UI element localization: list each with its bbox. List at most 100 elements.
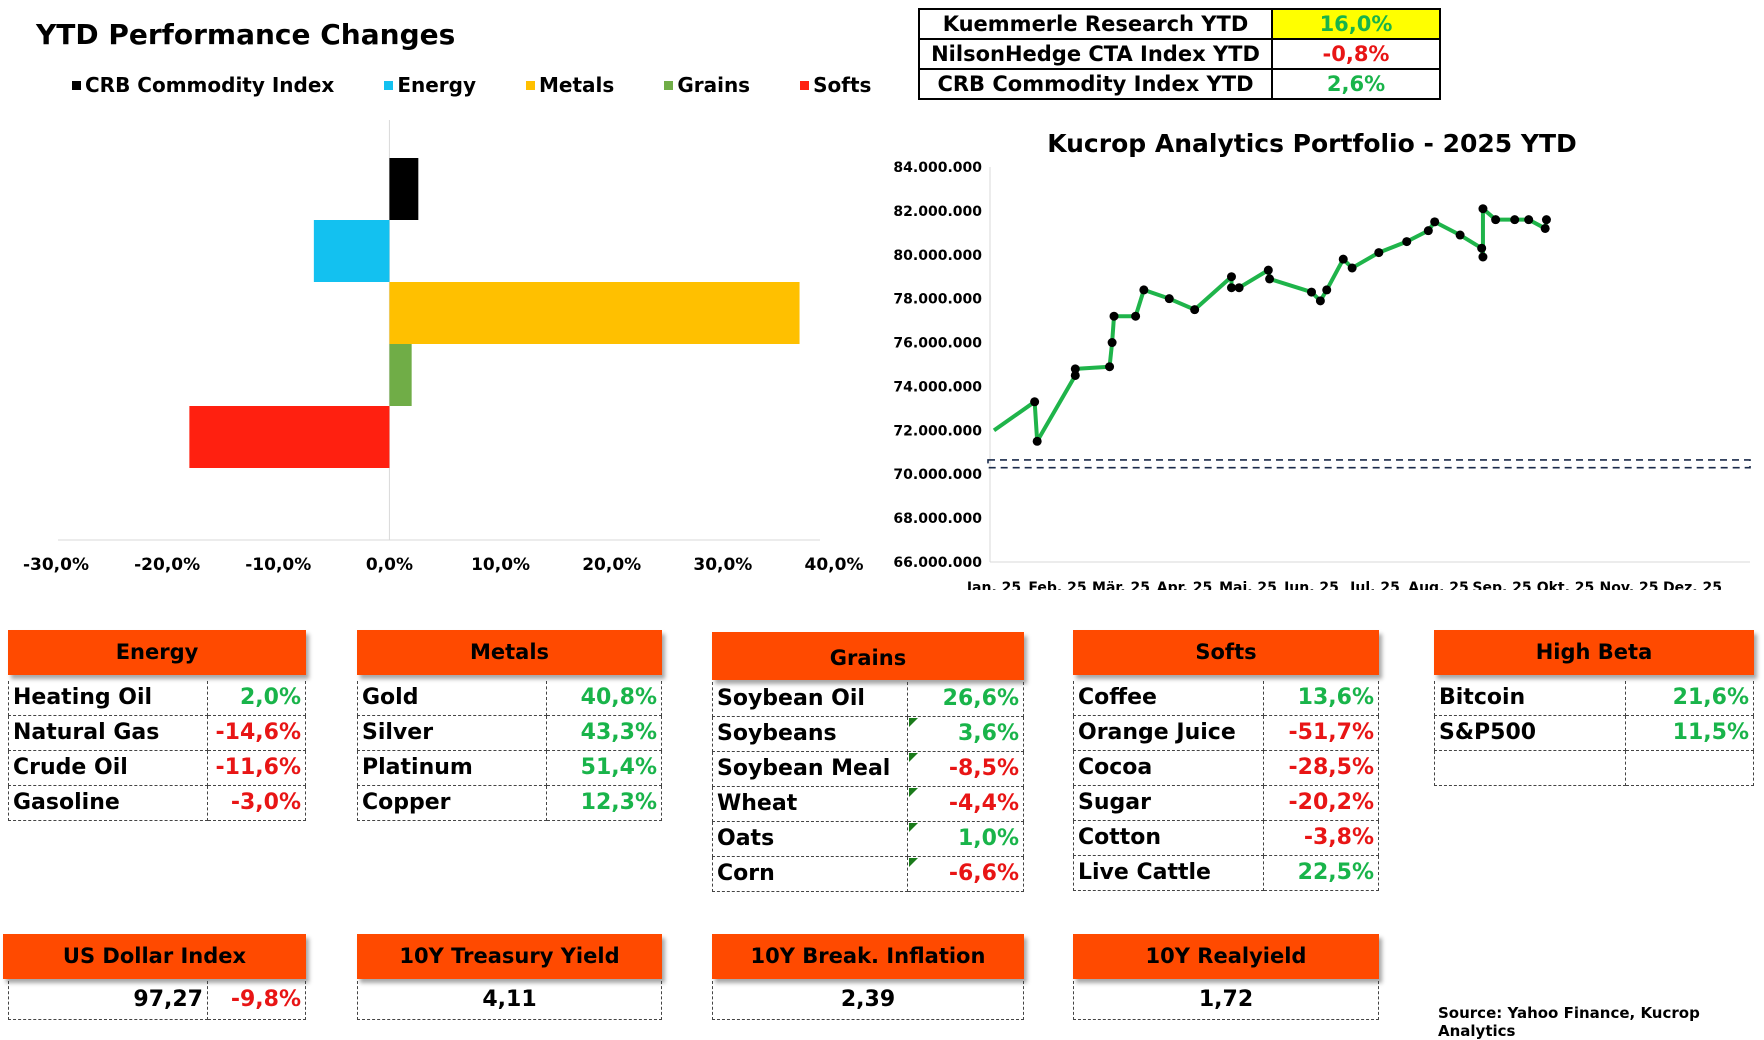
row-value: 11,5% bbox=[1625, 715, 1754, 751]
table-row: Silver 43,3% bbox=[357, 715, 662, 751]
bar-crb-commodity-index bbox=[389, 158, 419, 220]
data-point bbox=[1478, 204, 1488, 214]
softs-panel: Softs Coffee 13,6% Orange Juice -51,7% Coc… bbox=[1073, 630, 1379, 891]
x-tick-label: -30,0% bbox=[23, 555, 89, 575]
row-value bbox=[1625, 750, 1754, 786]
table-row: Live Cattle 22,5% bbox=[1073, 855, 1379, 891]
energy-header: Energy bbox=[8, 630, 306, 675]
row-value-text: 1,0% bbox=[957, 826, 1019, 851]
table-row: 2,39 bbox=[712, 981, 1024, 1020]
data-point bbox=[1491, 215, 1501, 225]
summary-row: Kuemmerle Research YTD 16,0% bbox=[918, 8, 1441, 40]
legend-swatch-metals bbox=[526, 80, 536, 90]
grains-header: Grains bbox=[712, 632, 1024, 680]
data-point bbox=[1070, 364, 1080, 374]
data-point bbox=[1455, 230, 1465, 240]
row-name: Copper bbox=[357, 785, 547, 821]
comment-marker-icon bbox=[909, 858, 918, 867]
legend-item-softs: Softs bbox=[800, 73, 871, 97]
x-tick-label: -10,0% bbox=[245, 555, 311, 575]
metals-header: Metals bbox=[357, 630, 662, 675]
summary-label: Kuemmerle Research YTD bbox=[918, 8, 1273, 40]
table-row: 4,11 bbox=[357, 981, 662, 1020]
source-note: Source: Yahoo Finance, Kucrop Analytics bbox=[1438, 1004, 1700, 1040]
indicator-value: 2,39 bbox=[712, 981, 1024, 1020]
data-point bbox=[1478, 252, 1488, 262]
row-value: 40,8% bbox=[546, 681, 662, 716]
row-value: 43,3% bbox=[546, 715, 662, 751]
ytd-bar-chart: -30,0% -20,0% -10,0% 0,0% 10,0% 20,0% 30,0% 40,… bbox=[23, 120, 864, 575]
summary-value: 2,6% bbox=[1271, 68, 1441, 100]
treasury-yield-table: 4,11 bbox=[357, 981, 662, 1020]
table-row: Gold 40,8% bbox=[357, 681, 662, 716]
high-beta-panel: High Beta Bitcoin 21,6% S&P500 11,5% bbox=[1434, 630, 1754, 786]
row-name: Gasoline bbox=[8, 785, 208, 821]
data-point bbox=[1477, 243, 1487, 253]
us-dollar-index-panel: US Dollar Index 97,27 -9,8% bbox=[3, 934, 306, 1020]
data-point bbox=[1109, 311, 1119, 321]
row-name: Cotton bbox=[1073, 820, 1264, 856]
bar-energy bbox=[313, 220, 390, 282]
legend-swatch-energy bbox=[384, 80, 394, 90]
us-dollar-index-header: US Dollar Index bbox=[3, 934, 306, 979]
bar-chart-title: YTD Performance Changes bbox=[36, 18, 456, 51]
indicator-value: 97,27 bbox=[8, 981, 208, 1020]
breakeven-inflation-panel: 10Y Break. Inflation 2,39 bbox=[712, 934, 1024, 1020]
breakeven-inflation-header: 10Y Break. Inflation bbox=[712, 934, 1024, 979]
row-value: 3,6% bbox=[907, 716, 1024, 752]
x-tick-label: 20,0% bbox=[582, 555, 641, 575]
comment-marker-icon bbox=[909, 788, 918, 797]
legend-label-grains: Grains bbox=[677, 73, 751, 97]
data-point bbox=[1374, 248, 1384, 258]
metals-panel: Metals Gold 40,8% Silver 43,3% Platinum 51,… bbox=[357, 630, 662, 821]
table-row bbox=[1434, 750, 1754, 786]
x-tick-label: Mär. 25 bbox=[1092, 580, 1150, 590]
table-row: Crude Oil -11,6% bbox=[8, 750, 306, 786]
legend-label-metals: Metals bbox=[539, 73, 615, 97]
legend-item-energy: Energy bbox=[384, 73, 476, 97]
y-tick-label: 80.000.000 bbox=[893, 248, 982, 264]
row-name: Natural Gas bbox=[8, 715, 208, 751]
data-point bbox=[1347, 263, 1357, 273]
row-name: Platinum bbox=[357, 750, 547, 786]
legend-swatch-grains bbox=[664, 80, 674, 90]
legend-swatch-softs bbox=[800, 80, 810, 90]
row-name: Soybean Oil bbox=[712, 682, 908, 717]
x-tick-label: Aug. 25 bbox=[1408, 580, 1469, 590]
row-name: Cocoa bbox=[1073, 750, 1264, 786]
x-tick-label: 40,0% bbox=[805, 555, 864, 575]
data-point bbox=[1190, 305, 1200, 315]
data-point bbox=[1430, 217, 1440, 227]
row-value: 22,5% bbox=[1263, 855, 1379, 891]
row-name: Crude Oil bbox=[8, 750, 208, 786]
y-tick-label: 66.000.000 bbox=[893, 555, 982, 571]
data-point bbox=[1423, 226, 1433, 236]
row-value: -51,7% bbox=[1263, 715, 1379, 751]
legend-swatch-crb bbox=[72, 80, 81, 90]
row-value-text: -8,5% bbox=[948, 756, 1019, 781]
y-tick-label: 68.000.000 bbox=[893, 511, 982, 527]
energy-panel: Energy Heating Oil 2,0% Natural Gas -14,6%… bbox=[8, 630, 306, 821]
table-row: 97,27 -9,8% bbox=[8, 981, 306, 1020]
row-value-text: 3,6% bbox=[957, 721, 1019, 746]
legend-item-metals: Metals bbox=[526, 73, 614, 97]
x-tick-label: Dez. 25 bbox=[1663, 580, 1722, 590]
table-row: Oats 1,0% bbox=[712, 821, 1024, 857]
data-point bbox=[1226, 272, 1236, 282]
data-point bbox=[1139, 285, 1149, 295]
x-tick-label: Apr. 25 bbox=[1157, 580, 1212, 590]
legend-label-softs: Softs bbox=[813, 73, 872, 97]
table-row: Copper 12,3% bbox=[357, 785, 662, 821]
data-point bbox=[1322, 285, 1332, 295]
row-value: -28,5% bbox=[1263, 750, 1379, 786]
data-point bbox=[1307, 287, 1316, 297]
data-point bbox=[1131, 311, 1141, 321]
data-point bbox=[1524, 215, 1534, 225]
data-point bbox=[1234, 283, 1244, 293]
table-row: S&P500 11,5% bbox=[1434, 715, 1754, 751]
row-value: 1,0% bbox=[907, 821, 1024, 857]
metals-table: Gold 40,8% Silver 43,3% Platinum 51,4% Copp… bbox=[357, 681, 662, 821]
table-row: Gasoline -3,0% bbox=[8, 785, 306, 821]
x-tick-label: -20,0% bbox=[134, 555, 200, 575]
row-value: 2,0% bbox=[207, 681, 306, 716]
